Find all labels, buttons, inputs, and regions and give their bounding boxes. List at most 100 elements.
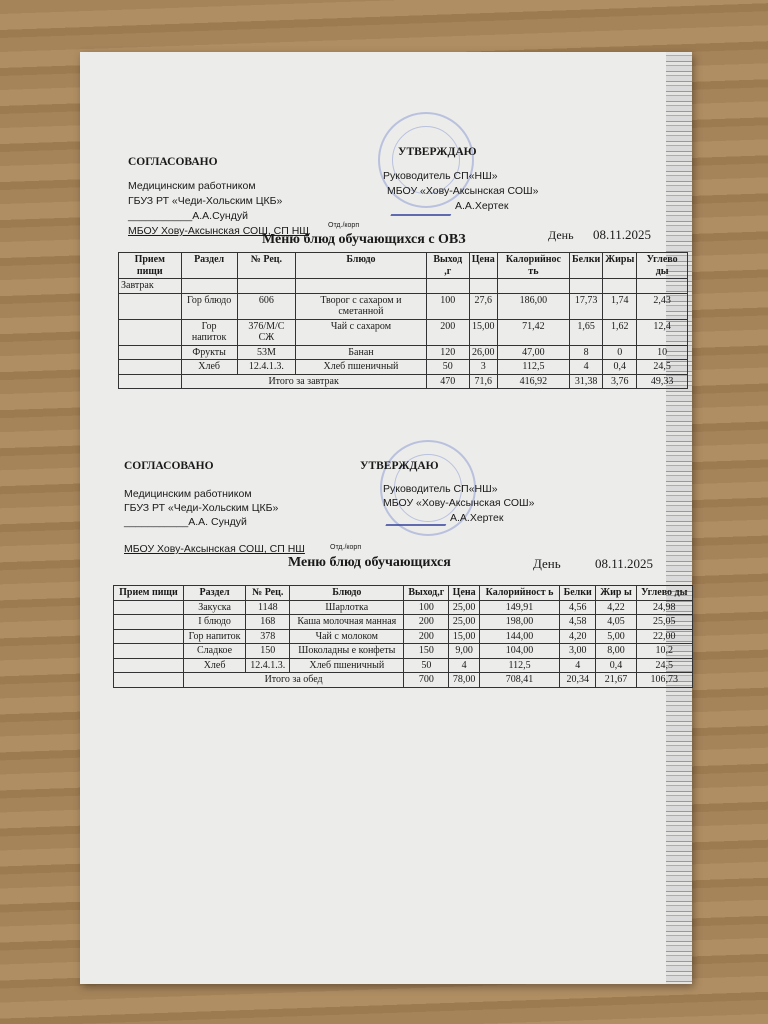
total-cell: 31,38: [569, 373, 604, 389]
table-cell: 112,5: [496, 359, 571, 375]
table-cell: 4,20: [558, 628, 597, 644]
table-cell: I блюдо: [182, 614, 247, 630]
column-header: Выход ,г: [425, 252, 470, 279]
table-cell: Каша молочная манная: [289, 614, 405, 630]
empty-cell: [180, 278, 238, 294]
dept-label: Отд./корп: [330, 544, 362, 551]
table-cell: 24,98: [635, 599, 694, 615]
table-cell: 200: [403, 628, 450, 644]
table-cell: Шоколадны е конфеты: [289, 643, 405, 659]
table-cell: 47,00: [496, 344, 571, 360]
table-cell: 1148: [245, 599, 291, 615]
agreed-heading: СОГЛАСОВАНО: [128, 156, 218, 168]
total-cell: 470: [425, 373, 470, 389]
table-cell: [113, 643, 184, 659]
menu-document: [80, 52, 692, 984]
table-row: Хлеб 12.4.1.3. Хлеб пшеничный 50 4 112,5 4 0,4 2…: [113, 657, 694, 673]
table-cell: 5,00: [595, 628, 637, 644]
table-cell: [118, 359, 182, 375]
table-cell: Хлеб: [180, 359, 238, 375]
empty-cell: [496, 278, 571, 294]
table-cell: 8: [569, 344, 604, 360]
empty-cell: [602, 278, 638, 294]
column-header: Блюдо: [289, 585, 405, 601]
column-header: Раздел: [180, 252, 238, 279]
head-line2: МБОУ «Хову-Аксынская СОШ»: [387, 185, 539, 197]
table-cell: 10: [636, 344, 688, 360]
total-cell: 49,33: [636, 373, 688, 389]
med-worker-signature: ___________А.А.Сундуй: [128, 210, 248, 222]
table-cell: 1,74: [602, 292, 638, 320]
table-cell: [118, 318, 182, 346]
table-cell: 606: [236, 292, 297, 320]
table-cell: [118, 344, 182, 360]
table-cell: 150: [403, 643, 450, 659]
table-cell: Сладкое: [182, 643, 247, 659]
column-header: Цена: [468, 252, 498, 279]
menu-title: Меню блюд обучающихся с ОВЗ: [262, 232, 466, 247]
table-cell: 0,4: [595, 657, 637, 673]
day-label: День: [533, 556, 561, 571]
school-name: МБОУ Хову-Аксынская СОШ, СП НШ: [128, 225, 309, 237]
table-cell: 71,42: [496, 318, 571, 346]
column-header: Белки: [569, 252, 604, 279]
table-row: Закуска 1148 Шарлотка 100 25,00 149,91 4,56 4,2…: [113, 599, 694, 615]
empty-cell: [425, 278, 470, 294]
approve-heading: УТВЕРЖДАЮ: [398, 146, 477, 158]
table-cell: 27,6: [468, 292, 498, 320]
table-cell: 17,73: [569, 292, 604, 320]
menu-date: 08.11.2025: [595, 556, 654, 571]
empty-cell: [113, 672, 184, 688]
table-cell: 12,4: [636, 318, 688, 346]
meal-name: Завтрак: [118, 278, 182, 294]
dept-label: Отд./корп: [328, 222, 360, 229]
column-header: Прием пищи: [118, 252, 182, 279]
head-signature-name: А.А.Хертек: [455, 200, 509, 212]
empty-cell: [236, 278, 297, 294]
column-header: Калорийност ь: [479, 585, 560, 601]
med-worker-line1: Медицинским работником: [124, 488, 252, 500]
total-cell: 700: [403, 672, 450, 688]
table-cell: Хлеб: [182, 657, 247, 673]
table-cell: 25,05: [635, 614, 694, 630]
table-cell: 4,05: [595, 614, 637, 630]
table-cell: 150: [245, 643, 291, 659]
school-name: МБОУ Хову-Аксынская СОШ, СП НШ: [124, 543, 305, 555]
table-cell: 4: [558, 657, 597, 673]
med-worker-line1: Медицинским работником: [128, 180, 256, 192]
column-header: Жиры: [602, 252, 638, 279]
column-header: Углево ды: [636, 252, 688, 279]
head-signature-name: А.А.Хертек: [450, 512, 504, 524]
table-cell: Гор блюдо: [180, 292, 238, 320]
column-header: Раздел: [182, 585, 247, 601]
table-row: Хлеб 12.4.1.3. Хлеб пшеничный 50 3 112,5 4 0,4 2…: [118, 359, 688, 375]
table-cell: Чай с сахаром: [295, 318, 427, 346]
table-cell: Закуска: [182, 599, 247, 615]
signature: [390, 196, 460, 216]
table-cell: 1,65: [569, 318, 604, 346]
header-row: Прием пищи Раздел № Рец. Блюдо Выход ,г Цена К…: [118, 252, 688, 279]
total-cell: 106,73: [635, 672, 694, 688]
menu-date: 08.11.2025: [593, 227, 652, 242]
table-cell: [113, 599, 184, 615]
table-cell: 22,00: [635, 628, 694, 644]
table-cell: 120: [425, 344, 470, 360]
table-cell: 4,58: [558, 614, 597, 630]
table-cell: [118, 292, 182, 320]
med-worker-signature: ___________А.А. Сундуй: [124, 516, 247, 528]
table-cell: 12.4.1.3.: [245, 657, 291, 673]
approve-heading: УТВЕРЖДАЮ: [360, 460, 439, 472]
column-header: Блюдо: [295, 252, 427, 279]
total-cell: 71,6: [468, 373, 498, 389]
column-header: № Рец.: [236, 252, 297, 279]
table-cell: 0,4: [602, 359, 638, 375]
lunch-menu-table: Прием пищи Раздел № Рец. Блюдо Выход,г Цена Ка…: [113, 585, 694, 688]
table-row: Гор напиток 376/М/С СЖ Чай с сахаром 200 15,…: [118, 318, 688, 346]
table-cell: 24,5: [636, 359, 688, 375]
table-cell: Шарлотка: [289, 599, 405, 615]
table-cell: 100: [425, 292, 470, 320]
column-header: № Рец.: [245, 585, 291, 601]
table-cell: [113, 628, 184, 644]
table-cell: 3,00: [558, 643, 597, 659]
total-label: Итого за завтрак: [180, 373, 427, 389]
